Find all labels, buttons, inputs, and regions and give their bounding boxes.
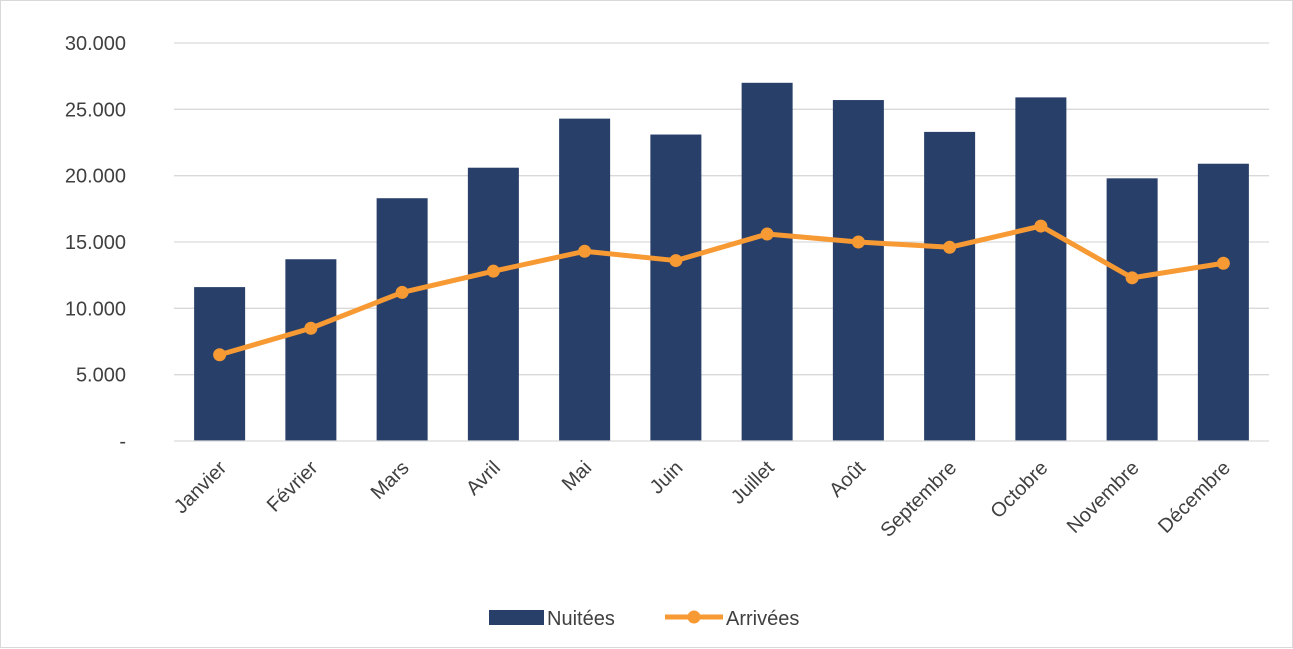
x-tick-label: Septembre: [876, 457, 961, 542]
point-arrivees: [669, 254, 683, 268]
bar-nuitees: [285, 259, 337, 441]
bar-nuitees: [650, 134, 702, 442]
legend: Nuitées Arrivées: [489, 608, 799, 630]
point-arrivees: [760, 227, 774, 241]
x-tick-label: Novembre: [1063, 457, 1144, 538]
y-tick-label: 25.000: [65, 99, 126, 121]
y-tick-label: 20.000: [65, 166, 126, 188]
x-tick-label: Juin: [646, 457, 688, 499]
point-arrivees: [213, 348, 227, 362]
y-tick-label: 15.000: [65, 232, 126, 254]
point-arrivees: [1216, 256, 1230, 270]
point-arrivees: [1034, 219, 1048, 233]
bar-nuitees: [1197, 163, 1249, 441]
legend-swatch-nuitees: [489, 610, 544, 625]
bar-nuitees: [467, 167, 519, 441]
x-tick-label: Mai: [558, 457, 596, 495]
bar-nuitees: [194, 287, 246, 441]
gridlines: [174, 42, 1269, 376]
legend-label-nuitees: Nuitées: [547, 608, 615, 630]
x-tick-label: Décembre: [1154, 457, 1235, 538]
point-arrivees: [304, 321, 318, 335]
y-tick-label: 10.000: [65, 298, 126, 320]
bar-nuitees: [741, 82, 793, 442]
legend-swatch-arrivees-marker: [687, 610, 701, 624]
bar-nuitees: [559, 118, 611, 442]
bar-nuitees: [832, 100, 884, 442]
x-tick-label: Octobre: [987, 457, 1053, 523]
x-axis-ticks: Janvier Février Mars Avril Mai Juin Juillet Aoû…: [170, 457, 1235, 542]
point-arrivees: [486, 264, 500, 278]
y-tick-label: 30.000: [65, 33, 126, 55]
point-arrivees: [943, 240, 957, 254]
point-arrivees: [1125, 271, 1139, 285]
y-tick-label: -: [119, 431, 126, 453]
bar-nuitees: [924, 131, 976, 442]
point-arrivees: [578, 244, 592, 258]
line-arrivees: [213, 219, 1230, 362]
x-tick-label: Août: [825, 457, 870, 502]
bar-nuitees: [376, 198, 428, 441]
x-tick-label: Février: [263, 457, 323, 517]
x-tick-label: Janvier: [170, 457, 231, 518]
point-arrivees: [851, 235, 865, 249]
y-tick-label: 5.000: [76, 365, 126, 387]
point-arrivees: [395, 285, 409, 299]
bars-nuitees: [194, 82, 1249, 442]
legend-label-arrivees: Arrivées: [726, 608, 799, 630]
y-axis-ticks: - 5.000 10.000 15.000 20.000 25.000 30.000: [65, 33, 126, 453]
bar-nuitees: [1106, 178, 1158, 441]
x-tick-label: Mars: [367, 457, 414, 504]
bar-nuitees: [1015, 97, 1067, 441]
x-tick-label: Juillet: [727, 457, 779, 509]
series-line-arrivees: [217, 223, 1226, 358]
x-tick-label: Avril: [462, 457, 505, 500]
